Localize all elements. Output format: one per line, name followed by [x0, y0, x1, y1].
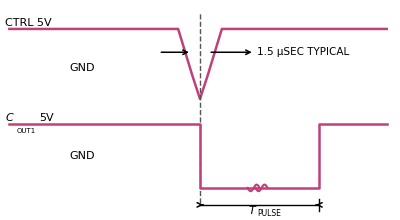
- Text: GND: GND: [69, 151, 94, 161]
- Text: CTRL 5V: CTRL 5V: [5, 18, 52, 28]
- Text: 5V: 5V: [39, 113, 54, 123]
- Text: T: T: [249, 206, 256, 216]
- Text: C: C: [5, 113, 13, 123]
- Text: PULSE: PULSE: [258, 209, 282, 218]
- Text: 1.5 μSEC TYPICAL: 1.5 μSEC TYPICAL: [257, 47, 349, 57]
- Text: OUT1: OUT1: [16, 128, 36, 134]
- Text: GND: GND: [69, 63, 94, 73]
